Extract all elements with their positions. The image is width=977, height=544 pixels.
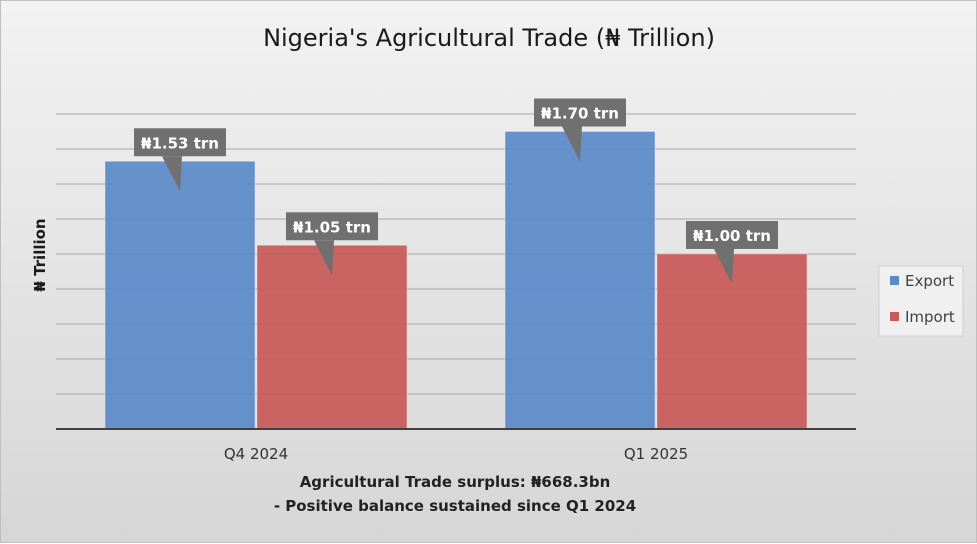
data-label-box — [534, 98, 626, 127]
annotation-line-2: - Positive balance sustained since Q1 20… — [274, 497, 636, 515]
data-label-text: ₦1.53 trn — [141, 134, 219, 152]
data-label-text: ₦1.05 trn — [293, 218, 371, 236]
legend-label-export: Export — [905, 272, 954, 290]
data-label: ₦1.00 trn — [686, 221, 778, 284]
chart-title: Nigeria's Agricultural Trade (₦ Trillion… — [263, 24, 715, 52]
x-tick-labels: Q4 2024 Q1 2025 — [224, 445, 688, 463]
bars — [104, 131, 808, 430]
data-label-pointer — [314, 240, 334, 276]
data-label-text: ₦1.00 trn — [693, 227, 771, 245]
legend-swatch-import — [890, 312, 899, 321]
annotation-line-1: Agricultural Trade surplus: ₦668.3bn — [300, 473, 611, 491]
legend: Export Import — [878, 265, 964, 337]
x-tick-label: Q4 2024 — [224, 445, 288, 463]
bar-import — [256, 244, 408, 430]
data-label-pointer — [162, 156, 182, 192]
bar-export — [104, 160, 256, 430]
data-label-text: ₦1.70 trn — [541, 105, 619, 123]
legend-swatch-export — [890, 276, 899, 285]
data-label-pointer — [714, 249, 734, 284]
data-label-box — [686, 221, 778, 249]
bar-export — [504, 131, 656, 430]
data-label-pointer — [562, 126, 582, 162]
data-label-box — [134, 128, 226, 157]
data-label: ₦1.70 trn — [534, 98, 626, 162]
data-label-box — [286, 212, 378, 241]
data-label: ₦1.53 trn — [134, 128, 226, 192]
y-axis-label: ₦ Trillion — [31, 218, 49, 291]
data-label: ₦1.05 trn — [286, 212, 378, 276]
x-tick-label: Q1 2025 — [624, 445, 688, 463]
data-labels: ₦1.53 trn ₦1.05 trn ₦1.70 trn ₦1.00 trn — [134, 98, 778, 284]
legend-label-import: Import — [905, 308, 955, 326]
